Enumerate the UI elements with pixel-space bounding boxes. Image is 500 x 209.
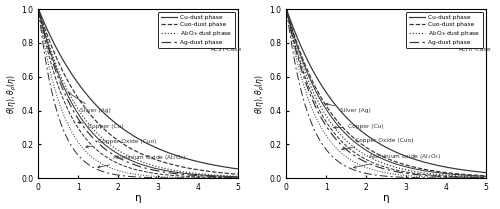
Text: Aluminium oxide (Al$_2$O$_3$): Aluminium oxide (Al$_2$O$_3$) (354, 152, 442, 168)
Text: PEHF-case: PEHF-case (458, 47, 492, 52)
Legend: Cu-dust phase, Cuo-dust phase, Al$_2$O$_3$-dust phase, Ag-dust phase: Cu-dust phase, Cuo-dust phase, Al$_2$O$_… (406, 12, 482, 48)
Text: Copper Oxide (Cuo): Copper Oxide (Cuo) (342, 139, 413, 150)
Text: Silver (Ag): Silver (Ag) (68, 93, 111, 113)
X-axis label: η: η (382, 194, 390, 203)
Text: Copper (Cu): Copper (Cu) (78, 121, 124, 129)
Text: PEST-case: PEST-case (210, 47, 242, 52)
Text: Copper Oxide (Cuo): Copper Oxide (Cuo) (86, 139, 156, 148)
Y-axis label: $\theta(\eta),\theta_p(\eta)$: $\theta(\eta),\theta_p(\eta)$ (6, 74, 18, 113)
Legend: Cu-dust phase, Cuo-dust phase, Al$_2$O$_3$-dust phase, Ag-dust phase: Cu-dust phase, Cuo-dust phase, Al$_2$O$_… (158, 12, 234, 48)
Text: Aluminium Oxide (Al$_2$O$_3$): Aluminium Oxide (Al$_2$O$_3$) (98, 153, 186, 168)
X-axis label: η: η (134, 194, 141, 203)
Y-axis label: $\theta(\eta),\theta_p(\eta)$: $\theta(\eta),\theta_p(\eta)$ (254, 74, 266, 113)
Text: Silver (Ag): Silver (Ag) (326, 103, 371, 113)
Text: Copper (Cu): Copper (Cu) (334, 124, 384, 129)
